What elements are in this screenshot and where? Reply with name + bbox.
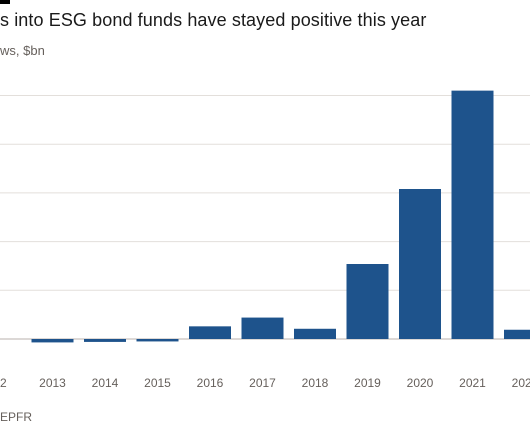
bar-2020 [399, 189, 441, 339]
x-tick-label: 2013 [39, 376, 66, 390]
chart-subtitle: ws, $bn [0, 43, 45, 58]
x-tick-label: 2017 [249, 376, 276, 390]
x-tick-label: 2018 [302, 376, 329, 390]
x-tick-label: 2016 [197, 376, 224, 390]
x-tick-label: 2014 [92, 376, 119, 390]
bar-2014 [84, 339, 126, 342]
bars [31, 90, 530, 343]
gridlines [0, 95, 530, 340]
bar-2016 [189, 326, 231, 339]
bar-2019 [346, 264, 389, 339]
x-tick-label: 2015 [144, 376, 171, 390]
bar-2017 [241, 317, 284, 339]
x-axis: 12 2013 2014 2015 2016 2017 2018 2019 2020 2021 20… [0, 376, 530, 390]
x-tick-label: 2021 [459, 376, 486, 390]
header-rule [0, 0, 10, 4]
bar-2015 [136, 339, 179, 342]
x-tick-label: 12 [0, 376, 7, 390]
bar-2018 [294, 328, 336, 339]
bar-2021 [451, 90, 494, 339]
x-tick-label: 2022 [512, 376, 530, 390]
x-tick-label: 2020 [407, 376, 434, 390]
bar-2013 [31, 339, 74, 343]
source-note: EPFR [0, 410, 33, 424]
chart-title: s into ESG bond funds have stayed positi… [0, 10, 427, 30]
x-tick-label: 2019 [354, 376, 381, 390]
bar-2022 [504, 329, 530, 339]
